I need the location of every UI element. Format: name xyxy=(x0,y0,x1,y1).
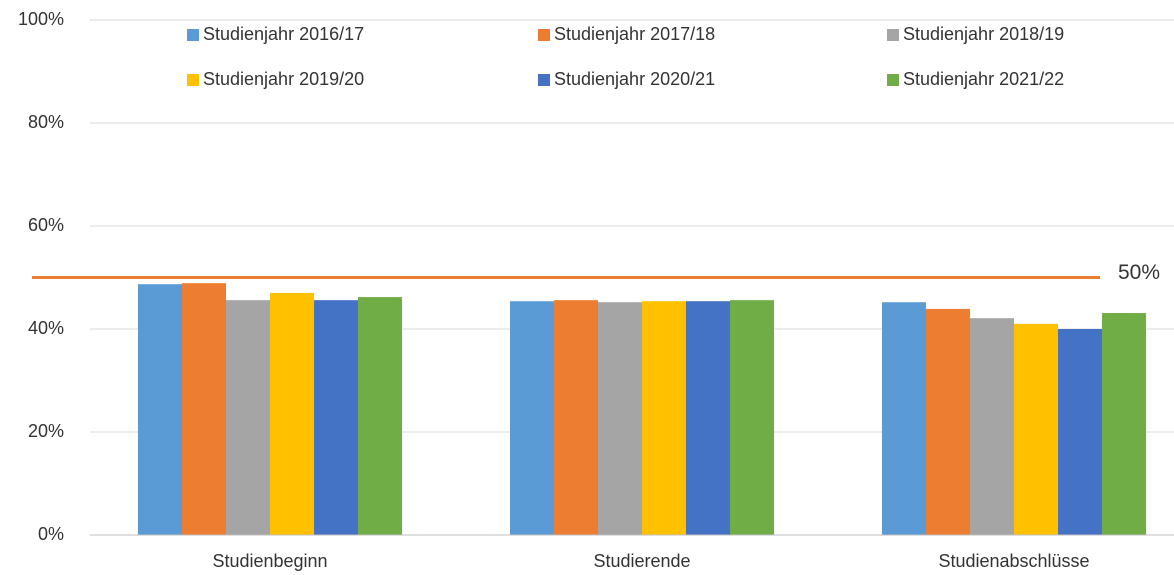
bar xyxy=(138,284,182,535)
bar xyxy=(1014,323,1058,535)
bar xyxy=(510,301,554,535)
bar xyxy=(270,292,314,535)
bar xyxy=(1102,313,1146,535)
bar xyxy=(358,297,402,535)
legend-label: Studienjahr 2019/20 xyxy=(203,69,364,89)
bar xyxy=(314,300,358,535)
x-tick-label: Studienbeginn xyxy=(212,551,327,571)
bar xyxy=(554,300,598,535)
bar xyxy=(730,300,774,535)
legend-label: Studienjahr 2016/17 xyxy=(203,24,364,44)
x-tick-label: Studierende xyxy=(593,551,690,571)
legend-swatch xyxy=(887,29,899,41)
x-tick-label: Studienabschlüsse xyxy=(938,551,1089,571)
bar xyxy=(182,283,226,535)
y-tick-label: 80% xyxy=(28,112,64,132)
legend-swatch xyxy=(538,74,550,86)
legend-label: Studienjahr 2018/19 xyxy=(903,24,1064,44)
bar xyxy=(686,301,730,535)
legend-label: Studienjahr 2021/22 xyxy=(903,69,1064,89)
legend-swatch xyxy=(187,29,199,41)
legend-swatch xyxy=(187,74,199,86)
legend-label: Studienjahr 2017/18 xyxy=(554,24,715,44)
bar xyxy=(598,302,642,535)
legend-swatch xyxy=(887,74,899,86)
bar xyxy=(926,308,970,535)
bar xyxy=(226,300,270,535)
y-tick-label: 60% xyxy=(28,215,64,235)
y-tick-label: 0% xyxy=(38,524,64,544)
legend-label: Studienjahr 2020/21 xyxy=(554,69,715,89)
y-tick-label: 20% xyxy=(28,421,64,441)
bar xyxy=(1058,329,1102,535)
bar xyxy=(882,302,926,535)
legend-swatch xyxy=(538,29,550,41)
bar xyxy=(642,301,686,535)
bar xyxy=(970,318,1014,535)
y-tick-label: 40% xyxy=(28,318,64,338)
reference-label: 50% xyxy=(1118,261,1160,284)
y-tick-label: 100% xyxy=(18,9,64,29)
